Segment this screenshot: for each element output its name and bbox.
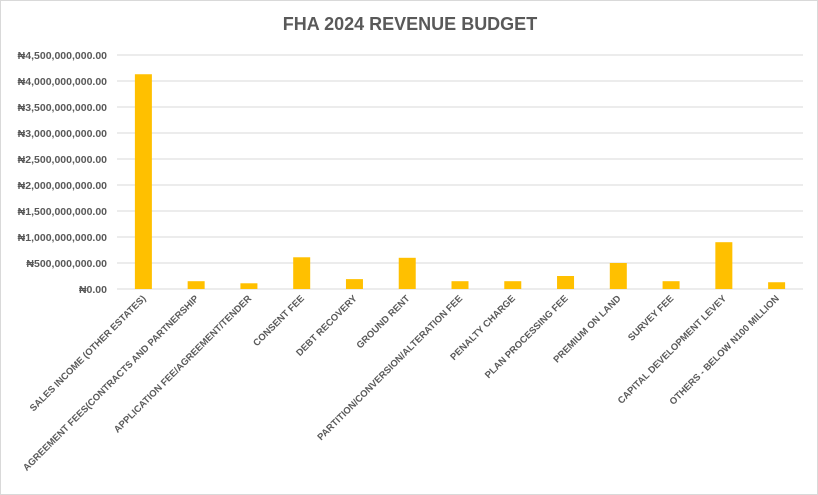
x-category-label: SALES INCOME (OTHER ESTATES) [28, 293, 149, 414]
y-tick-label: ₦4,000,000,000.00 [18, 76, 107, 88]
y-tick-label: ₦500,000,000.00 [26, 258, 107, 270]
bars [134, 74, 786, 290]
bar [240, 283, 258, 289]
y-tick-label: ₦2,500,000,000.00 [18, 154, 107, 166]
y-tick-label: ₦3,500,000,000.00 [18, 102, 107, 114]
bar [398, 257, 416, 289]
y-tick-label: ₦2,000,000,000.00 [18, 180, 107, 192]
y-tick-label: ₦1,000,000,000.00 [18, 232, 107, 244]
bar [609, 263, 627, 289]
y-axis-ticks: ₦0.00 ₦500,000,000.00 ₦1,000,000,000.00 ₦1,… [18, 50, 107, 296]
bar [715, 242, 733, 289]
y-tick-label: ₦4,500,000,000.00 [18, 50, 107, 62]
bar [345, 279, 363, 289]
bar [557, 276, 575, 289]
bar [662, 281, 680, 289]
x-category-label: CAPITAL DEVELOPMENT LEVEY [616, 293, 730, 407]
y-tick-label: ₦0.00 [79, 284, 107, 296]
bar [451, 281, 469, 289]
x-category-label: AGREEMENT FEES(CONTRACTS AND PARTNERSHIP [21, 293, 202, 474]
x-category-label: SURVEY FEE [626, 293, 676, 343]
y-tick-label: ₦3,000,000,000.00 [18, 128, 107, 140]
x-category-label: GROUND RENT [355, 293, 413, 351]
x-axis-categories: SALES INCOME (OTHER ESTATES)AGREEMENT FE… [21, 293, 782, 474]
y-tick-label: ₦1,500,000,000.00 [18, 206, 107, 218]
bar [293, 257, 311, 289]
bar [187, 281, 205, 289]
x-category-label: CONSENT FEE [251, 293, 307, 349]
bar [134, 74, 152, 290]
x-category-label: OTHERS - BELOW N100 MILLION [668, 293, 782, 407]
bar [768, 282, 786, 289]
chart-title: FHA 2024 REVENUE BUDGET [282, 14, 538, 34]
gridlines [117, 54, 803, 290]
bar [504, 281, 522, 289]
